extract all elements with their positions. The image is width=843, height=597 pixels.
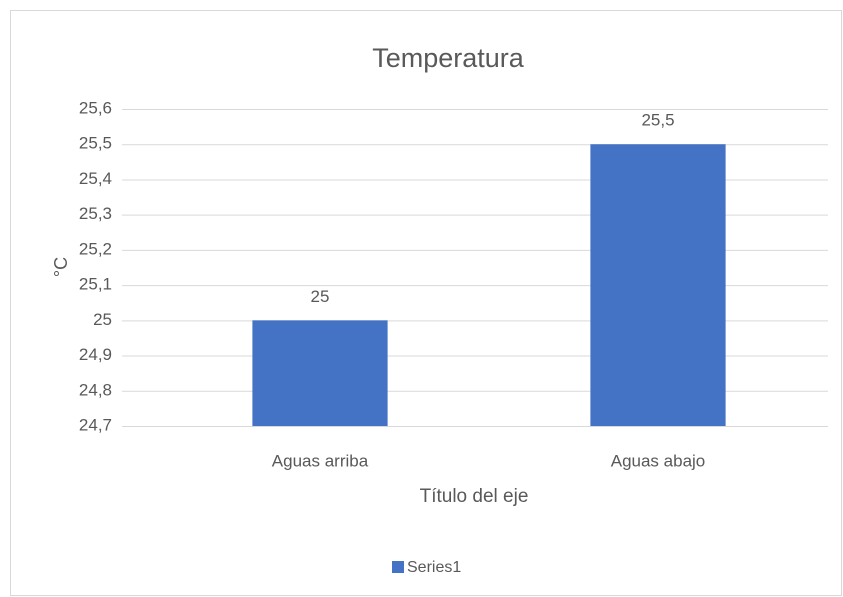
bar: [252, 320, 388, 426]
x-tick-label: Aguas arriba: [272, 451, 369, 470]
legend-swatch: [392, 561, 404, 573]
x-tick-label: Aguas abajo: [611, 451, 706, 470]
y-tick-label: 25,1: [79, 275, 112, 294]
y-axis-title: °C: [51, 257, 71, 277]
x-axis-title: Título del eje: [420, 486, 529, 507]
y-tick-label: 25,6: [79, 98, 112, 117]
y-tick-label: 24,7: [79, 415, 112, 434]
y-tick-label: 25: [93, 310, 112, 329]
value-label: 25,5: [641, 111, 674, 130]
value-label: 25: [311, 287, 330, 306]
y-tick-label: 25,2: [79, 239, 112, 258]
legend-label: Series1: [407, 559, 461, 576]
y-tick-label: 25,5: [79, 134, 112, 153]
chart-title: Temperatura: [372, 43, 525, 73]
bar: [590, 144, 726, 426]
y-tick-label: 24,9: [79, 345, 112, 364]
y-tick-label: 25,3: [79, 204, 112, 223]
y-tick-label: 24,8: [79, 380, 112, 399]
y-tick-label: 25,4: [79, 169, 112, 188]
